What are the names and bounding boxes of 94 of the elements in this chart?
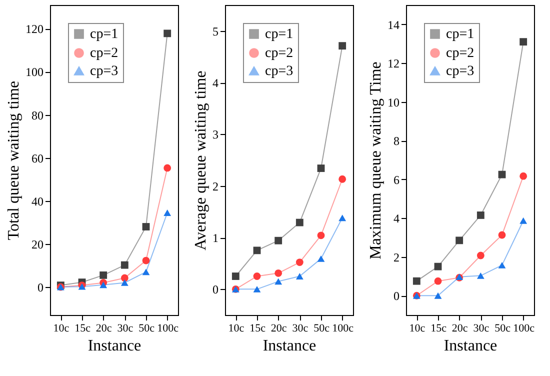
x-axis-title: Instance [88,338,142,354]
y-axis-title: Total queue waiting time [6,80,22,240]
y-axis-title: Average queue waiting time [192,70,210,250]
point [100,271,108,279]
point [476,272,484,279]
x-tick-label: 10c [53,322,70,334]
point [338,175,346,183]
x-tick-label: 20c [452,322,468,334]
legend-label: cp=3 [265,64,294,79]
point [253,272,261,280]
point [100,282,108,288]
point [120,279,128,286]
legend-label: cp=1 [90,27,118,42]
point [120,261,128,269]
point [274,236,282,244]
x-tick-label: 30c [117,322,134,334]
y-tick-label: 0 [38,280,44,295]
point [456,236,464,244]
x-tick-label: 20c [270,322,287,334]
point [520,38,528,46]
x-tick-label: 10c [228,322,244,334]
point [296,258,304,266]
point [164,30,172,38]
y-tick-label: 20 [32,237,44,252]
legend-label: cp=3 [90,64,118,79]
point [317,164,325,172]
point [434,262,442,270]
point [142,256,150,264]
point [142,268,150,276]
y-tick-label: 2 [394,250,400,264]
legend-label: cp=2 [265,46,294,61]
point [164,210,172,216]
x-tick-label: 15c [430,322,447,334]
x-tick-label: 30c [292,322,308,334]
y-tick-label: 3 [212,128,218,142]
point [232,272,240,280]
y-tick-label: 5 [212,24,218,38]
y-tick-label: 6 [394,172,400,187]
point [164,164,172,172]
x-tick-label: 15c [74,322,91,334]
point [296,273,304,280]
point [338,214,346,222]
point [520,217,528,224]
point [317,255,325,262]
y-tick-label: 0 [212,282,218,297]
y-tick-label: 100 [26,65,44,80]
point [434,292,442,299]
point [253,286,261,292]
x-tick-label: 50c [314,322,330,334]
legend-label: cp=2 [90,46,118,61]
x-tick-label: 15c [250,322,266,334]
x-axis-title: Instance [262,338,316,354]
x-tick-label: 20c [96,322,112,334]
point [412,277,420,285]
legend-label: cp=1 [265,27,294,42]
legend-label: cp=1 [446,27,474,42]
y-tick-label: 80 [32,108,44,122]
legend-label: cp=3 [446,64,474,79]
y-tick-label: 8 [394,134,400,148]
y-tick-label: 14 [388,18,400,32]
point [317,232,325,240]
x-tick-label: 30c [473,322,490,334]
y-axis-title: Maximum queue waiting Time [368,62,384,260]
y-tick-label: 2 [212,179,218,194]
point [476,252,484,260]
point [274,278,282,285]
y-tick-label: 4 [212,76,218,90]
y-tick-label: 0 [394,289,400,304]
point [434,277,442,285]
point [120,274,128,282]
point [296,218,304,226]
y-tick-label: 4 [394,212,400,226]
x-tick-label: 50c [494,322,511,334]
x-tick-label: 50c [138,322,155,334]
point [498,231,506,239]
y-tick-label: 10 [388,95,400,110]
point [476,212,484,219]
point [142,223,150,230]
x-tick-label: 100c [513,322,535,334]
y-tick-label: 40 [32,194,44,208]
y-tick-label: 120 [26,22,44,36]
point [498,262,506,268]
point [253,246,261,254]
point [520,172,528,180]
y-tick-label: 12 [388,56,400,71]
y-tick-label: 60 [32,151,44,166]
x-tick-label: 100c [157,322,179,334]
point [274,269,282,277]
x-axis-title: Instance [444,338,498,354]
x-tick-label: 100c [332,322,354,334]
point [338,42,346,50]
legend-label: cp=2 [446,46,474,61]
y-tick-label: 1 [212,231,218,245]
x-tick-label: 10c [409,322,426,334]
